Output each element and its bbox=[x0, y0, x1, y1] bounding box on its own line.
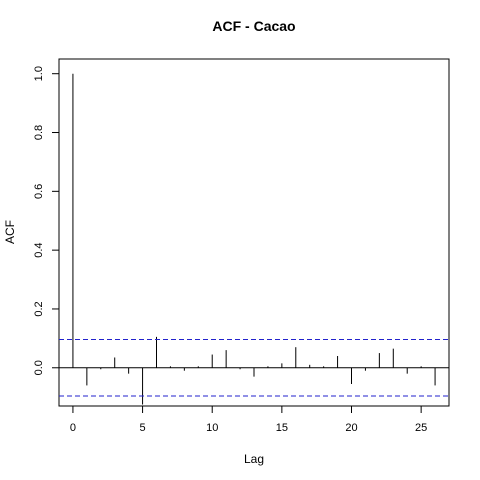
chart-title: ACF - Cacao bbox=[212, 18, 295, 34]
y-tick-label-5: 1.0 bbox=[33, 66, 45, 81]
y-axis: 0.0 0.2 0.4 0.6 0.8 1.0 bbox=[33, 66, 60, 375]
x-axis: 0 5 10 15 20 25 bbox=[70, 405, 427, 434]
x-axis-label: Lag bbox=[244, 452, 264, 466]
y-tick-label-2: 0.4 bbox=[33, 242, 45, 257]
x-tick-label-15: 15 bbox=[276, 422, 288, 434]
x-tick-label-5: 5 bbox=[140, 422, 146, 434]
x-tick-label-10: 10 bbox=[206, 422, 218, 434]
acf-bars bbox=[72, 73, 436, 405]
y-tick-label-1: 0.2 bbox=[33, 301, 45, 316]
x-tick-label-20: 20 bbox=[345, 422, 357, 434]
y-tick-label-4: 0.8 bbox=[33, 125, 45, 140]
y-tick-label-0: 0.0 bbox=[33, 360, 45, 375]
confidence-lines bbox=[59, 339, 449, 397]
y-tick-label-3: 0.6 bbox=[33, 184, 45, 199]
y-axis-label: ACF bbox=[3, 220, 17, 244]
x-tick-label-0: 0 bbox=[70, 422, 76, 434]
plot-frame bbox=[58, 58, 450, 407]
x-tick-label-25: 25 bbox=[415, 422, 427, 434]
